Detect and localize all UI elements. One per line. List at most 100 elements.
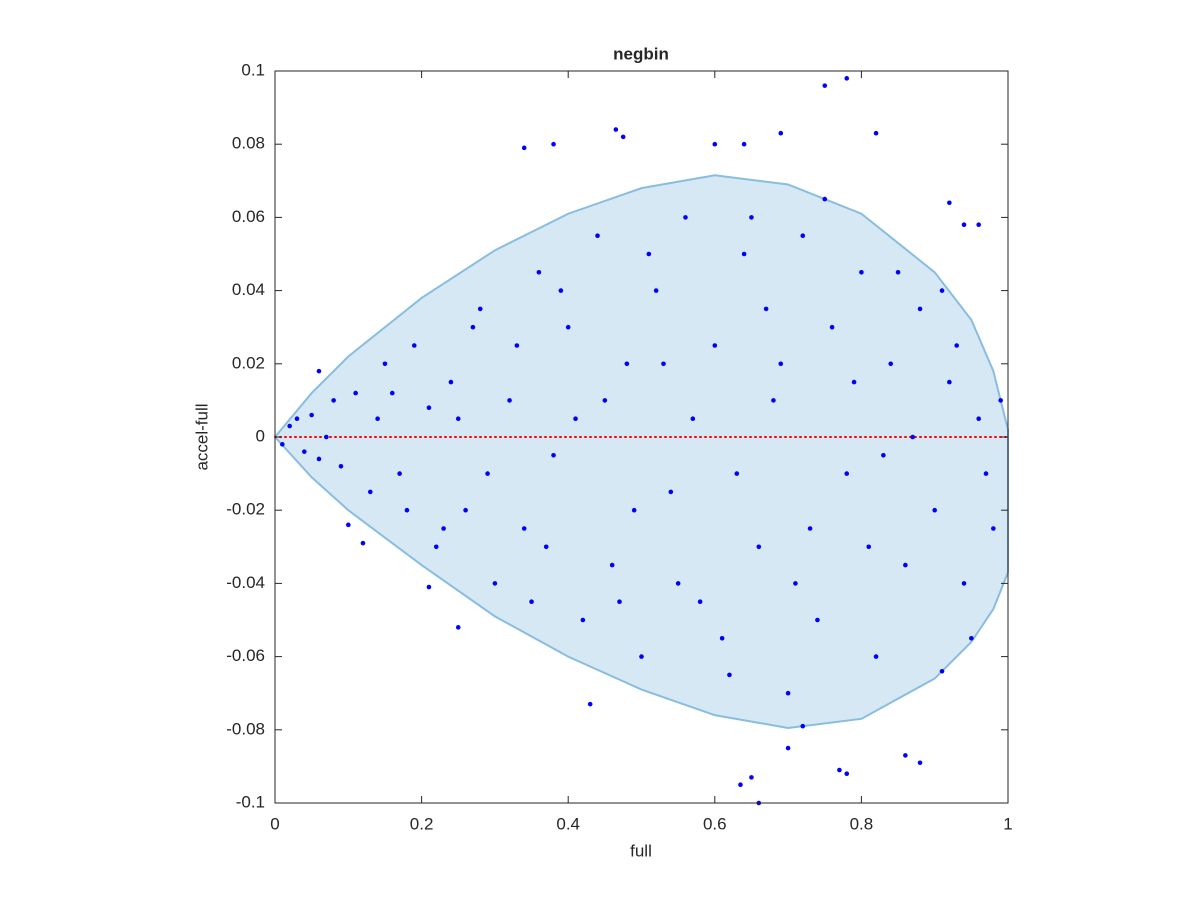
data-point (529, 599, 534, 604)
data-point (646, 251, 652, 257)
data-point (411, 343, 417, 348)
data-point (551, 141, 556, 147)
data-point (822, 83, 828, 88)
data-point (866, 544, 872, 550)
data-point (631, 507, 637, 513)
data-point (844, 471, 850, 476)
data-point (433, 544, 439, 550)
data-point (954, 343, 959, 348)
data-point (807, 526, 813, 531)
data-point (565, 324, 571, 330)
data-point (338, 463, 344, 469)
y-tick-label: 0.1 (241, 60, 265, 79)
data-point (785, 745, 791, 751)
data-point (771, 398, 776, 403)
data-point (939, 288, 945, 293)
data-point (316, 456, 322, 462)
data-point (961, 581, 967, 586)
data-point (903, 753, 908, 758)
data-point (738, 782, 743, 787)
data-point (346, 522, 351, 528)
data-point (961, 222, 967, 228)
data-point (602, 398, 608, 403)
data-point (573, 416, 578, 422)
data-point (976, 416, 981, 422)
data-point (675, 581, 681, 586)
data-point (514, 343, 520, 348)
data-point (969, 636, 974, 641)
data-point (639, 654, 644, 659)
data-point (888, 361, 894, 367)
data-point (309, 412, 314, 418)
data-point (609, 562, 615, 568)
data-point (595, 233, 600, 238)
y-tick-label: 0.04 (232, 280, 265, 299)
y-tick-label: 0.02 (232, 353, 265, 372)
y-tick-label: -0.08 (226, 719, 265, 738)
data-point (873, 654, 879, 659)
y-tick-label: -0.04 (226, 573, 265, 592)
data-point (947, 200, 952, 206)
data-point (756, 544, 762, 550)
data-point (697, 599, 703, 604)
data-point (448, 379, 454, 385)
data-point (551, 453, 556, 458)
data-point (624, 361, 630, 367)
y-tick-label: 0 (256, 426, 265, 445)
data-point (741, 141, 747, 147)
x-tick-label: 0 (270, 814, 279, 833)
data-point (800, 233, 806, 238)
data-point (749, 215, 754, 220)
data-point (793, 581, 798, 586)
x-tick-label: 1 (1003, 814, 1012, 833)
data-point (353, 390, 358, 396)
data-point (613, 127, 619, 132)
data-point (375, 416, 380, 422)
data-point (426, 405, 432, 411)
x-tick-label: 0.6 (703, 814, 727, 833)
data-point (441, 526, 446, 531)
data-point (690, 416, 696, 422)
data-point (873, 130, 879, 136)
data-point (521, 526, 527, 531)
data-point (389, 390, 395, 396)
data-point (712, 343, 718, 348)
chart-title: negbin (613, 44, 669, 63)
data-point (976, 222, 981, 228)
data-point (617, 599, 622, 604)
x-axis-label: full (630, 841, 652, 860)
data-point (302, 449, 307, 454)
data-point (280, 442, 285, 447)
data-point (719, 636, 725, 641)
data-point (727, 672, 732, 678)
data-point (455, 625, 461, 630)
data-point (558, 288, 564, 293)
data-point (620, 134, 626, 140)
data-point (749, 775, 754, 780)
data-point (455, 416, 461, 422)
data-point (287, 423, 292, 429)
data-point (712, 141, 718, 147)
data-point (859, 270, 864, 275)
data-point (653, 288, 659, 293)
data-point (851, 379, 857, 385)
data-point (932, 507, 937, 513)
data-point (947, 379, 952, 385)
data-point (734, 471, 740, 476)
data-point (910, 434, 916, 440)
data-point (382, 361, 388, 367)
data-point (763, 306, 769, 312)
data-point (485, 471, 490, 476)
data-point (492, 581, 498, 586)
data-point (580, 617, 586, 623)
data-point (881, 453, 886, 458)
data-point (778, 361, 784, 367)
data-point (939, 668, 945, 674)
data-point (991, 526, 996, 531)
data-point (829, 324, 835, 330)
data-point (895, 270, 901, 275)
data-point (661, 361, 666, 367)
data-point (360, 540, 366, 546)
data-point (903, 562, 908, 568)
